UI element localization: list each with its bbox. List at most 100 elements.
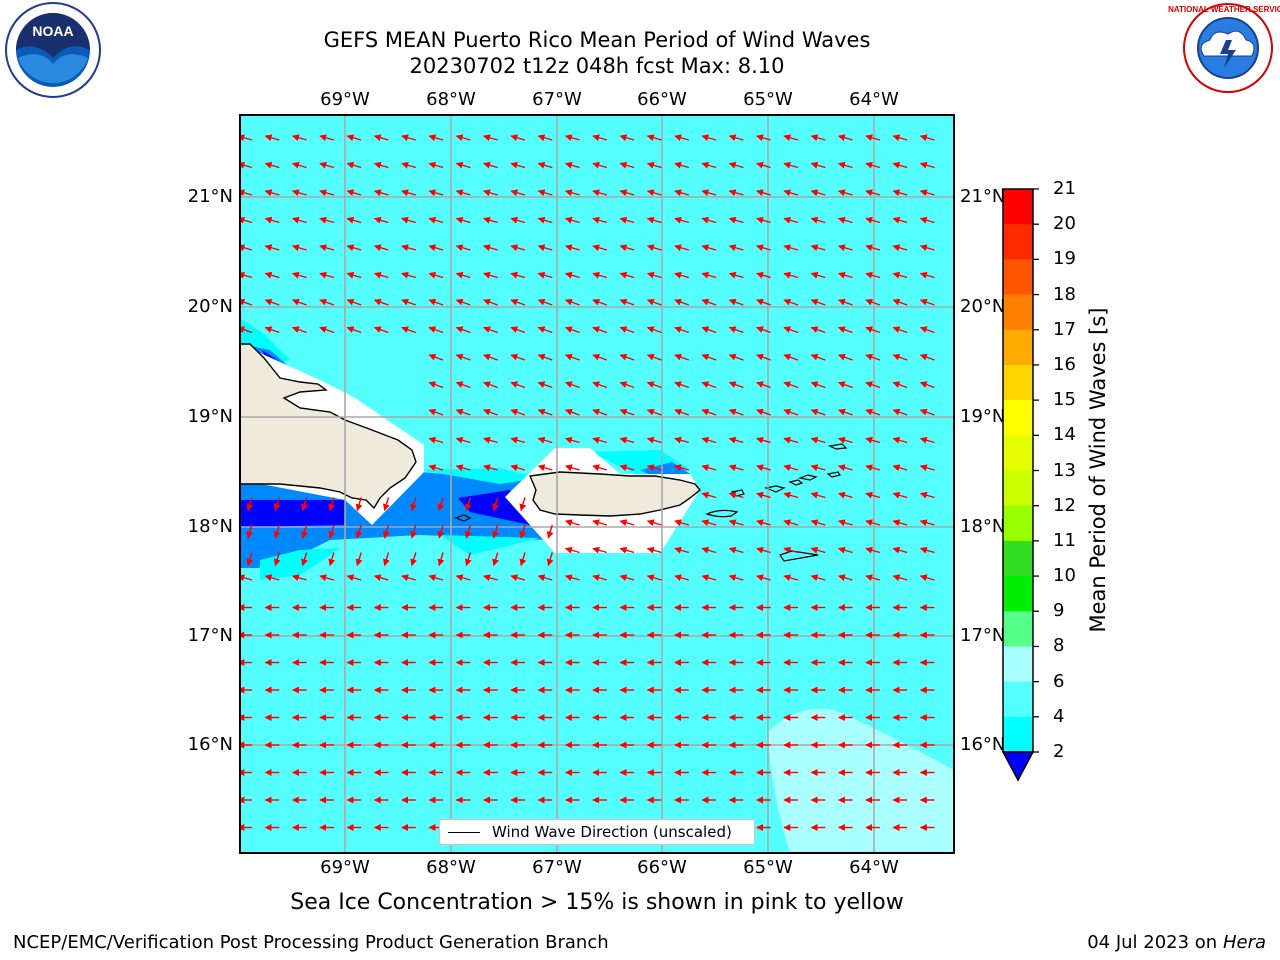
wind-wave-arrow [328, 497, 336, 512]
wind-wave-arrow [810, 161, 826, 169]
wind-wave-arrow [428, 161, 444, 169]
wind-wave-arrow [646, 436, 662, 444]
wind-wave-arrow [783, 408, 799, 416]
wind-wave-arrow [428, 298, 444, 306]
wind-wave-arrow [728, 353, 744, 361]
wind-wave-arrow [837, 491, 853, 499]
wind-wave-arrow [619, 134, 635, 142]
wind-wave-arrow [455, 189, 471, 197]
wind-wave-arrow [619, 216, 635, 224]
wind-wave-arrow [783, 244, 799, 252]
wind-wave-arrow [291, 271, 307, 279]
wind-wave-arrow [783, 298, 799, 306]
wind-wave-arrow [865, 408, 881, 416]
wind-wave-arrow [919, 216, 935, 224]
wind-wave-arrow [919, 546, 935, 554]
wind-wave-arrow [810, 189, 826, 197]
wind-wave-arrow [756, 244, 771, 252]
lon-label-bottom: 64°W [849, 857, 899, 878]
wind-wave-arrow [619, 298, 635, 306]
wind-wave-arrow [865, 134, 881, 142]
wind-wave-arrow [619, 546, 635, 554]
wind-wave-arrow [437, 552, 445, 567]
wind-wave-arrow [537, 436, 553, 444]
wind-wave-arrow [291, 244, 307, 252]
colorbar-segment [1003, 505, 1033, 542]
wind-wave-arrow [383, 552, 390, 567]
generation-date-text: 04 Jul 2023 on [1087, 932, 1218, 953]
lon-label-top: 68°W [426, 89, 476, 110]
wind-wave-arrow [264, 216, 280, 224]
wind-wave-arrow [346, 326, 362, 334]
wind-wave-arrow [428, 326, 444, 334]
wind-wave-arrow [810, 436, 826, 444]
colorbar-segment [1003, 716, 1033, 753]
wind-wave-arrow [865, 491, 881, 499]
wind-wave-arrow [264, 574, 280, 582]
wind-wave-arrow [728, 574, 744, 582]
wind-wave-arrow [810, 216, 826, 224]
wind-wave-arrow [273, 552, 281, 567]
lat-label-right: 18°N [960, 516, 1006, 537]
wind-wave-arrow [728, 134, 744, 142]
wind-wave-arrow [619, 519, 635, 527]
wind-wave-arrow [837, 464, 853, 472]
wind-wave-arrow [756, 519, 771, 527]
wind-wave-arrow [728, 216, 744, 224]
wind-wave-arrow [810, 326, 826, 334]
wind-wave-arrow [346, 189, 362, 197]
wind-wave-arrow [646, 189, 662, 197]
wind-wave-arrow [428, 134, 444, 142]
wind-wave-arrow [646, 408, 662, 416]
wind-wave-arrow [355, 497, 363, 512]
wind-wave-arrow [619, 244, 635, 252]
wind-wave-arrow [564, 161, 580, 169]
wind-wave-arrow [892, 353, 908, 361]
wind-wave-arrow [455, 353, 471, 361]
wind-wave-arrow [455, 408, 471, 416]
wind-wave-arrow [701, 326, 717, 334]
wind-wave-arrow [346, 161, 362, 169]
wind-wave-arrow [701, 464, 717, 472]
wind-wave-arrow [728, 519, 744, 527]
wind-wave-arrow [537, 189, 553, 197]
wind-wave-arrow [592, 134, 608, 142]
colorbar-tick-label: 2 [1053, 741, 1065, 762]
wind-wave-arrow [492, 552, 499, 567]
wind-wave-arrow [401, 216, 416, 224]
wind-wave-arrow [346, 574, 362, 582]
wind-wave-arrow [919, 189, 935, 197]
wind-wave-arrow [646, 271, 662, 279]
colorbar-tick-label: 8 [1053, 635, 1065, 657]
wind-wave-arrow [756, 546, 771, 554]
colorbar-tick-label: 18 [1053, 283, 1076, 305]
wind-wave-arrow [810, 244, 826, 252]
wind-wave-arrow [837, 161, 853, 169]
wind-wave-arrow [301, 552, 308, 567]
lon-label-bottom: 67°W [532, 857, 582, 878]
wind-wave-arrow [291, 134, 307, 142]
wind-wave-arrow [328, 552, 336, 567]
wind-wave-arrow [291, 326, 307, 334]
lon-label-top: 66°W [637, 89, 687, 110]
wind-wave-arrow [564, 189, 580, 197]
wind-wave-arrow [483, 574, 498, 582]
wind-wave-arrow [619, 326, 635, 334]
wind-wave-arrow [319, 216, 335, 224]
wind-wave-arrow [537, 381, 553, 389]
wind-wave-arrow [483, 464, 498, 472]
wind-wave-arrow [319, 574, 335, 582]
wind-wave-arrow [646, 574, 662, 582]
wind-wave-arrow [837, 271, 853, 279]
wind-wave-arrow [837, 134, 853, 142]
wind-wave-arrow [892, 464, 908, 472]
wind-wave-arrow [919, 271, 935, 279]
wind-wave-arrow [564, 271, 580, 279]
wind-wave-arrow [837, 381, 853, 389]
wind-wave-arrow [646, 216, 662, 224]
wind-wave-arrow [892, 216, 908, 224]
colorbar-extend-arrow [1001, 751, 1035, 782]
wind-wave-arrow [373, 216, 389, 224]
wind-wave-arrow [783, 491, 799, 499]
